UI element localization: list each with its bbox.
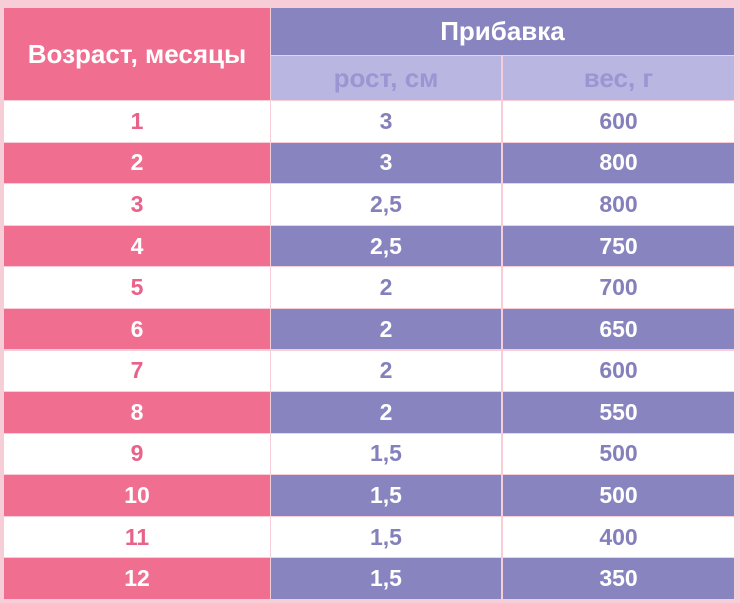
value-cell: 500 [503,433,734,475]
value-cell: 1,5 [271,516,501,558]
value-cell: 2 [271,267,501,308]
value-cell: 800 [503,142,734,184]
value-cell: 400 [503,516,734,558]
value-cell: 2 [271,308,501,350]
value-cell: 700 [503,267,734,308]
age-cell: 3 [4,184,270,225]
age-cell: 4 [4,225,270,267]
value-cell: 2 [271,392,501,433]
age-header: Возраст, месяцы [4,8,270,100]
value-cell: 2,5 [271,184,501,225]
value-cell: 750 [503,225,734,267]
age-cell: 8 [4,392,270,433]
age-cell: 10 [4,475,270,516]
value-cell: 350 [503,558,734,599]
value-cell: 1,5 [271,558,501,599]
group-header: Прибавка [271,8,734,55]
value-cell: 1,5 [271,475,501,516]
age-cell: 12 [4,558,270,599]
table: Возраст, месяцы Прибавка рост, см вес, г… [4,8,734,600]
value-cell: 650 [503,308,734,350]
value-cell: 600 [503,101,734,142]
age-cell: 9 [4,433,270,475]
age-cell: 2 [4,142,270,184]
value-cell: 3 [271,142,501,184]
value-cell: 800 [503,184,734,225]
value-cell: 2,5 [271,225,501,267]
age-cell: 7 [4,350,270,392]
value-cell: 3 [271,101,501,142]
value-cell: 550 [503,392,734,433]
value-cell: 600 [503,350,734,392]
column-header: вес, г [503,56,734,100]
age-cell: 1 [4,101,270,142]
age-cell: 5 [4,267,270,308]
value-cell: 2 [271,350,501,392]
age-cell: 11 [4,516,270,558]
age-cell: 6 [4,308,270,350]
column-header: рост, см [271,56,501,100]
value-cell: 500 [503,475,734,516]
value-cell: 1,5 [271,433,501,475]
